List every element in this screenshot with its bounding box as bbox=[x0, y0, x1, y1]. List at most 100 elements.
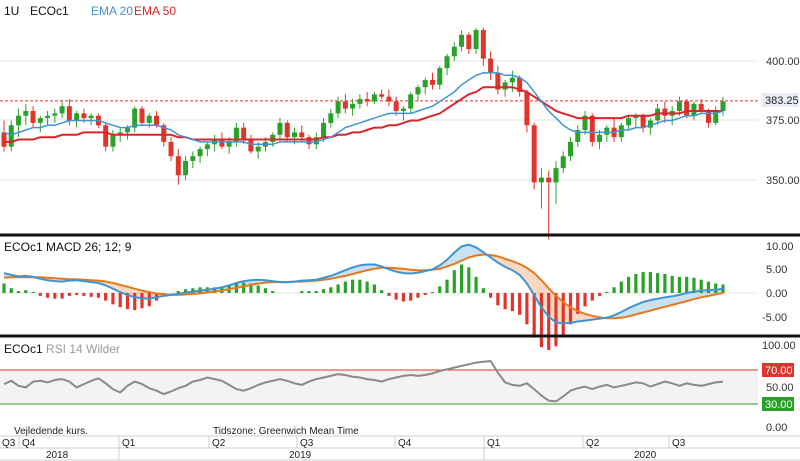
candle-body bbox=[386, 96, 392, 102]
price-candle bbox=[451, 41, 457, 61]
price-candle bbox=[684, 99, 690, 119]
candle-body bbox=[175, 156, 181, 176]
candle-body bbox=[342, 101, 348, 109]
candle-body bbox=[132, 108, 138, 128]
macd-histogram-bar bbox=[467, 267, 471, 293]
price-candle bbox=[437, 65, 443, 90]
price-candle bbox=[139, 106, 145, 126]
rsi-tick-label: 100.00 bbox=[762, 340, 796, 352]
macd-histogram-bar bbox=[111, 293, 115, 305]
disclaimer-text: Vejledende kurs. bbox=[14, 426, 88, 437]
macd-histogram-bar bbox=[597, 293, 602, 296]
quarter-label: Q3 bbox=[300, 438, 314, 449]
candle-body bbox=[183, 160, 189, 176]
macd-histogram-bar bbox=[539, 293, 544, 348]
price-candle bbox=[168, 137, 174, 161]
macd-histogram-bar bbox=[496, 293, 500, 306]
ema20-legend: EMA 20 bbox=[91, 4, 133, 18]
price-candle bbox=[662, 101, 668, 123]
year-label: 2020 bbox=[634, 450, 657, 461]
price-candle bbox=[553, 160, 559, 204]
macd-histogram-bar bbox=[416, 293, 420, 298]
price-candle bbox=[132, 106, 138, 133]
quarter-label: Q3 bbox=[2, 438, 16, 449]
candle-body bbox=[292, 132, 298, 138]
macd-histogram-bar bbox=[612, 287, 616, 293]
macd-panel: ECOc1 MACD 26; 12; 9 10.00 5.00 0.00 -5.… bbox=[0, 240, 794, 350]
candle-body bbox=[124, 127, 130, 133]
candle-body bbox=[59, 106, 65, 114]
macd-histogram-bar bbox=[438, 286, 442, 293]
price-candle bbox=[618, 122, 624, 142]
candle-body bbox=[546, 177, 552, 183]
candle-body bbox=[277, 122, 283, 135]
macd-tick-label: 0.00 bbox=[766, 288, 787, 300]
candle-body bbox=[190, 156, 196, 161]
price-candle bbox=[233, 122, 239, 147]
candle-body bbox=[103, 125, 109, 147]
price-tick-label: 375.00 bbox=[766, 115, 800, 127]
macd-histogram-bar bbox=[656, 273, 660, 293]
price-candle bbox=[626, 115, 632, 131]
macd-histogram-bar bbox=[256, 285, 260, 293]
macd-axis: 10.00 5.00 0.00 -5.00 bbox=[762, 241, 794, 324]
candle-body bbox=[146, 115, 152, 123]
price-candle bbox=[597, 130, 603, 150]
macd-histogram-bar bbox=[619, 281, 623, 293]
rsi-line bbox=[3, 359, 724, 403]
rsi-oversold-badge bbox=[762, 397, 794, 411]
macd-histogram-bar bbox=[583, 293, 587, 307]
candle-body bbox=[81, 113, 87, 119]
candle-body bbox=[662, 108, 668, 116]
candle-body bbox=[154, 115, 160, 126]
candle-body bbox=[488, 58, 494, 73]
price-candle bbox=[110, 130, 116, 152]
macd-title-label: MACD 26; 12; 9 bbox=[46, 240, 132, 254]
candle-body bbox=[698, 103, 704, 111]
candle-body bbox=[633, 115, 639, 119]
candle-body bbox=[466, 34, 472, 50]
macd-histogram-bar bbox=[648, 272, 652, 293]
quarter-ticks bbox=[18, 436, 670, 448]
price-candle bbox=[647, 118, 653, 135]
price-candle bbox=[538, 168, 544, 209]
macd-histogram-bar bbox=[75, 293, 79, 295]
macd-histogram-bar bbox=[38, 293, 42, 296]
candle-body bbox=[16, 115, 22, 126]
price-candle bbox=[546, 170, 552, 240]
macd-histogram-bar bbox=[271, 291, 275, 293]
macd-histogram-bar bbox=[532, 293, 536, 338]
price-candle bbox=[219, 132, 225, 150]
macd-histogram-bar bbox=[576, 293, 580, 314]
macd-histogram-bar bbox=[183, 289, 188, 293]
macd-histogram-bar bbox=[307, 291, 311, 293]
macd-histogram-bar bbox=[329, 287, 333, 293]
macd-histogram-bar bbox=[677, 276, 682, 293]
rsi-symbol-label: ECOc1 bbox=[4, 342, 43, 356]
price-candle bbox=[328, 108, 334, 128]
macd-histogram-bar bbox=[474, 276, 478, 293]
candle-body bbox=[655, 108, 661, 121]
quarter-label: Q1 bbox=[487, 438, 501, 449]
rsi-tick-label: 0.00 bbox=[766, 422, 787, 434]
year-label: 2018 bbox=[46, 450, 69, 461]
candle-body bbox=[691, 103, 697, 116]
macd-histogram-bar bbox=[561, 293, 565, 336]
macd-histogram-bar bbox=[685, 276, 689, 293]
candle-body bbox=[321, 122, 327, 138]
macd-histogram-bar bbox=[590, 293, 594, 301]
year-ticks bbox=[118, 448, 485, 460]
candle-body bbox=[400, 108, 406, 111]
price-candle bbox=[495, 65, 501, 95]
candle-body bbox=[1, 132, 7, 147]
timezone-text: Tidszone: Greenwich Mean Time bbox=[213, 426, 359, 437]
price-candle bbox=[59, 101, 65, 119]
macd-histogram-bar bbox=[213, 287, 217, 293]
macd-histogram-bar bbox=[459, 264, 464, 293]
macd-histogram-bar bbox=[176, 291, 180, 293]
rsi-oversold-label: 30.00 bbox=[765, 399, 793, 411]
candle-body bbox=[52, 113, 58, 116]
price-candle bbox=[655, 103, 661, 126]
price-panel: 1U ECOc1 EMA 20 EMA 50 400.00 375.00 350… bbox=[0, 4, 800, 240]
price-candle bbox=[74, 110, 80, 128]
